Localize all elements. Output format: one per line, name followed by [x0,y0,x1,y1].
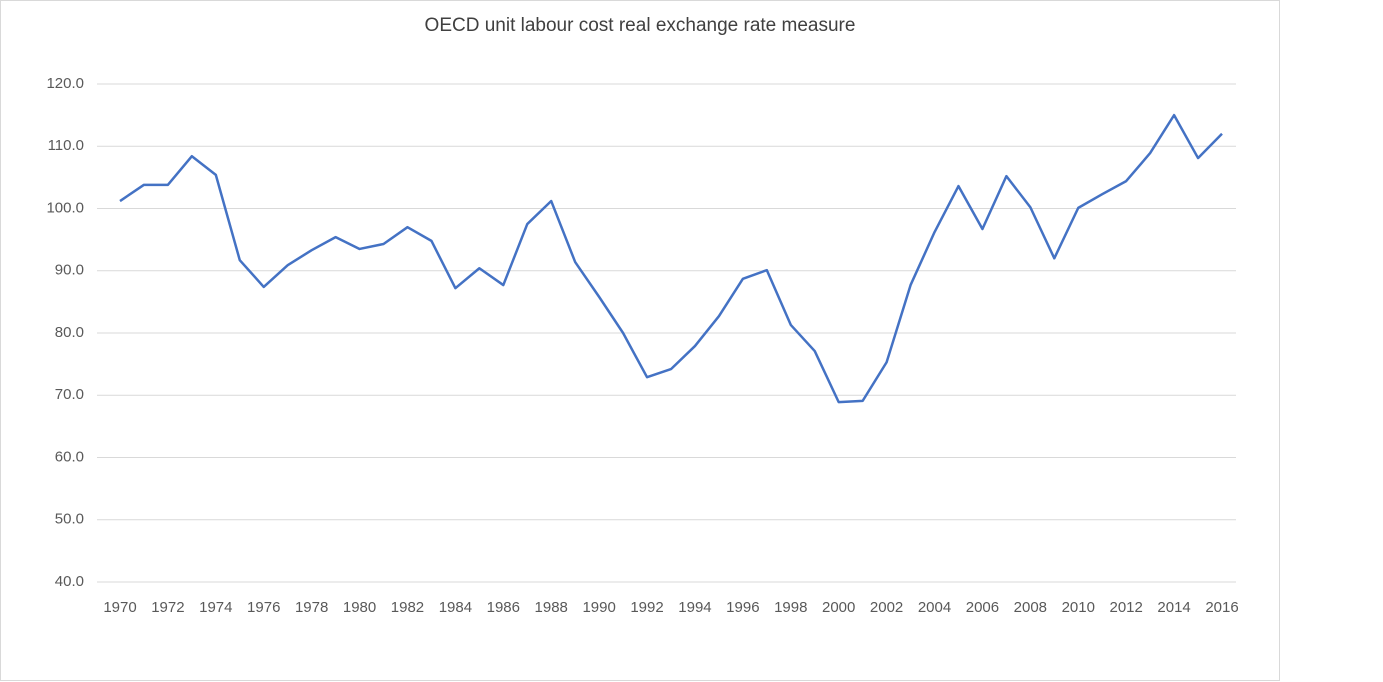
x-tick-label: 1972 [151,599,184,616]
x-tick-label: 1994 [678,599,711,616]
y-tick-label: 60.0 [55,448,84,465]
y-tick-label: 50.0 [55,511,84,528]
y-tick-label: 70.0 [55,386,84,403]
x-tick-label: 2016 [1205,599,1238,616]
x-tick-label: 2000 [822,599,855,616]
chart-title: OECD unit labour cost real exchange rate… [425,15,856,36]
x-tick-label: 2006 [966,599,999,616]
x-tick-label: 1998 [774,599,807,616]
y-tick-label: 110.0 [48,137,84,154]
x-tick-label: 2008 [1014,599,1047,616]
x-tick-label: 1970 [103,599,136,616]
x-tick-label: 2010 [1062,599,1095,616]
data-line [119,113,1223,404]
x-tick-label: 1986 [487,599,520,616]
x-tick-label: 2012 [1109,599,1142,616]
y-tick-label: 120.0 [46,75,84,92]
x-tick-label: 1996 [726,599,759,616]
x-tick-label: 2004 [918,599,951,616]
x-tick-label: 2014 [1157,599,1190,616]
y-tick-label: 80.0 [55,324,84,341]
chart-frame [0,0,1280,681]
y-tick-label: 100.0 [46,199,84,216]
x-tick-label: 1984 [439,599,472,616]
x-tick-label: 1992 [630,599,663,616]
x-tick-label: 1980 [343,599,376,616]
x-tick-label: 1974 [199,599,232,616]
y-tick-label: 90.0 [55,262,84,279]
x-tick-label: 2002 [870,599,903,616]
x-tick-label: 1982 [391,599,424,616]
x-tick-label: 1990 [582,599,615,616]
x-tick-label: 1976 [247,599,280,616]
x-tick-label: 1988 [535,599,568,616]
y-tick-label: 40.0 [55,573,84,590]
x-tick-label: 1978 [295,599,328,616]
